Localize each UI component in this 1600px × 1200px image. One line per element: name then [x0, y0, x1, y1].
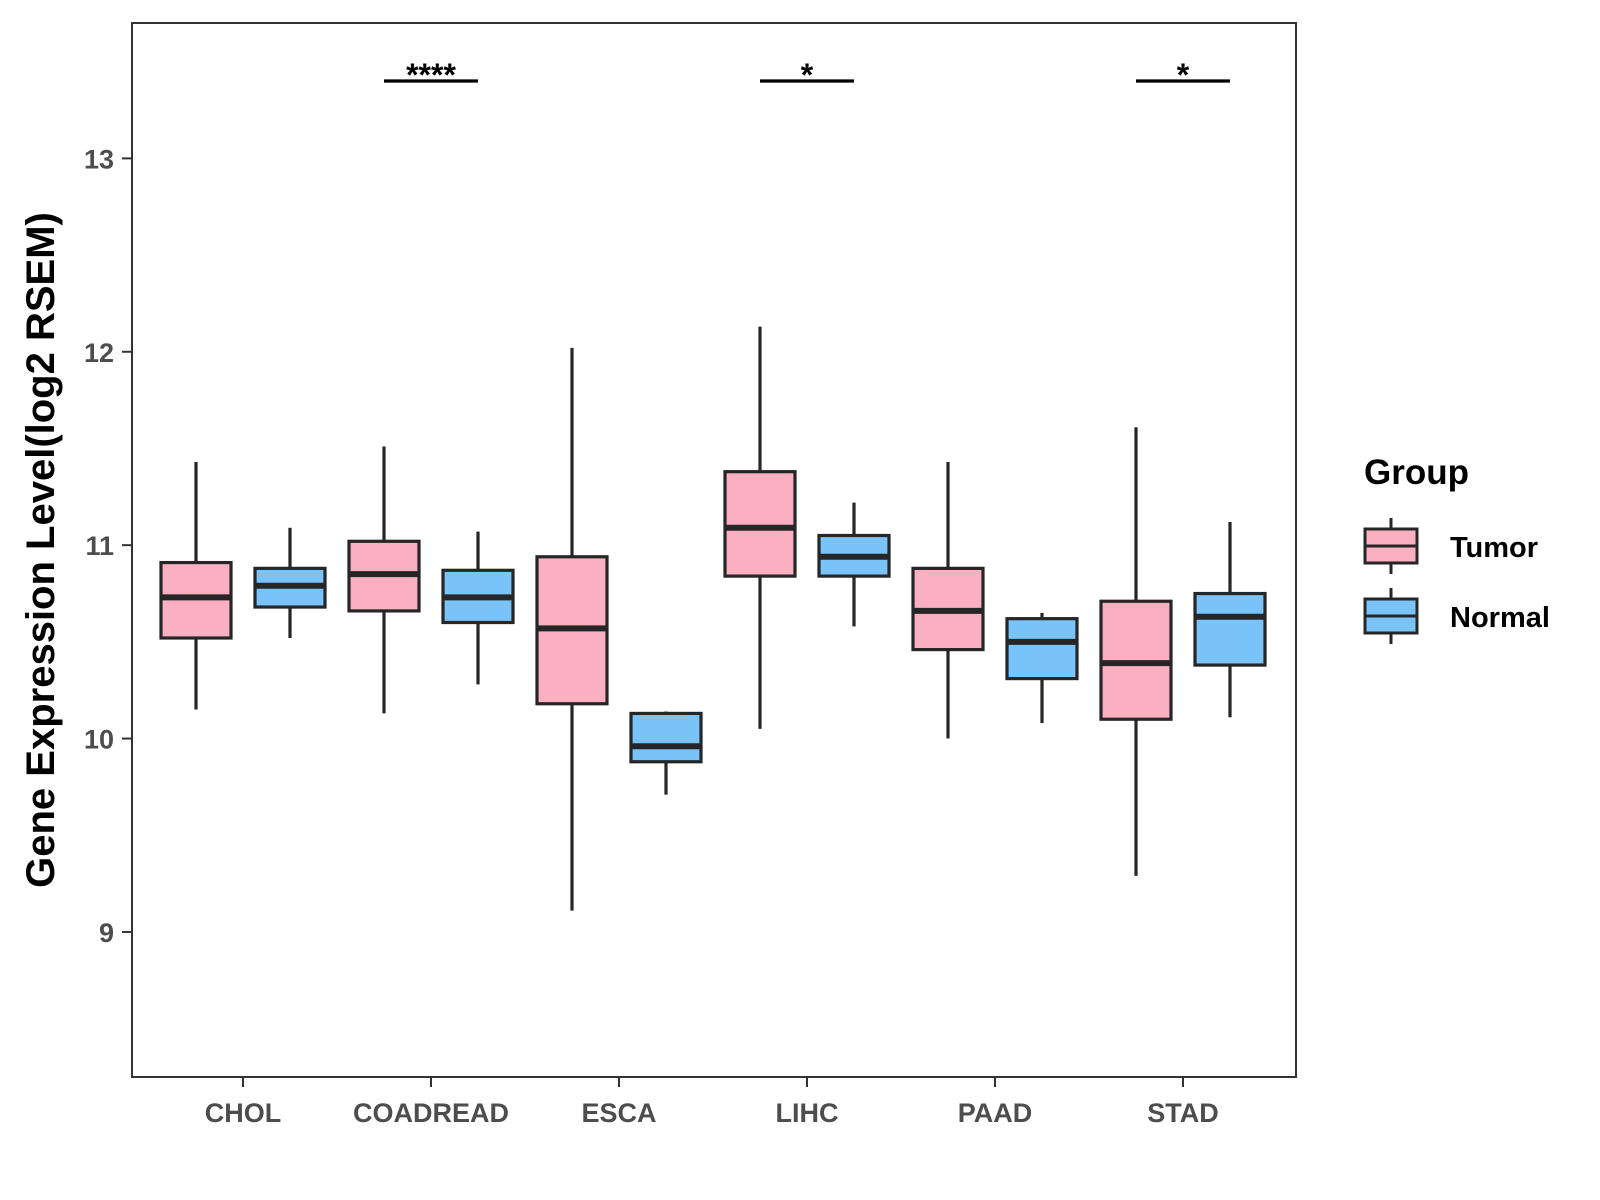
x-axis: CHOL COADREAD ESCA LIHC PAAD STAD — [205, 1077, 1219, 1128]
tumor-box-chol — [159, 462, 233, 710]
x-tick-label-stad: STAD — [1147, 1098, 1219, 1128]
tumor-box-stad — [1099, 427, 1173, 876]
legend-item-tumor: Tumor — [1363, 518, 1538, 574]
legend-item-normal-label: Normal — [1450, 602, 1550, 634]
significance-label-lihc: * — [801, 57, 814, 93]
significance-label-coadread: **** — [406, 57, 456, 93]
normal-box-esca — [629, 711, 703, 795]
y-tick-label-11: 11 — [85, 531, 114, 561]
normal-box-chol — [253, 527, 327, 638]
x-tick-label-lihc: LIHC — [776, 1098, 839, 1128]
y-tick-label-12: 12 — [84, 338, 114, 368]
normal-box-coadread — [441, 531, 515, 685]
x-tick-label-coadread: COADREAD — [353, 1098, 509, 1128]
box-series — [159, 326, 1267, 911]
y-tick-label-13: 13 — [84, 144, 114, 174]
legend-item-normal: Normal — [1363, 588, 1550, 644]
x-tick-label-paad: PAAD — [958, 1098, 1033, 1128]
y-axis: 9 10 11 12 13 — [84, 144, 132, 948]
legend-item-tumor-label: Tumor — [1450, 532, 1538, 564]
legend: Group Tumor Normal — [1363, 453, 1550, 644]
tumor-box-paad — [911, 462, 985, 739]
normal-box-paad-iqr — [1005, 617, 1079, 681]
tumor-box-coadread — [347, 446, 421, 714]
plot-panel-border — [131, 22, 1297, 1078]
significance-label-stad: * — [1177, 57, 1190, 93]
normal-box-paad — [1005, 612, 1079, 724]
tumor-box-lihc — [723, 326, 797, 729]
x-tick-label-esca: ESCA — [581, 1098, 656, 1128]
x-tick-label-chol: CHOL — [205, 1098, 282, 1128]
y-tick-label-9: 9 — [99, 918, 114, 948]
y-axis-title: Gene Expression Level(log2 RSEM) — [19, 212, 63, 888]
significance-annotations: **** * * — [384, 57, 1230, 93]
normal-box-stad-iqr — [1193, 591, 1267, 667]
normal-box-lihc — [817, 502, 891, 627]
tumor-box-esca — [535, 347, 609, 911]
normal-box-stad — [1193, 521, 1267, 718]
y-tick-label-10: 10 — [84, 725, 114, 755]
normal-box-esca-iqr — [629, 711, 703, 764]
tumor-box-lihc-iqr — [723, 470, 797, 578]
legend-title: Group — [1364, 453, 1469, 492]
